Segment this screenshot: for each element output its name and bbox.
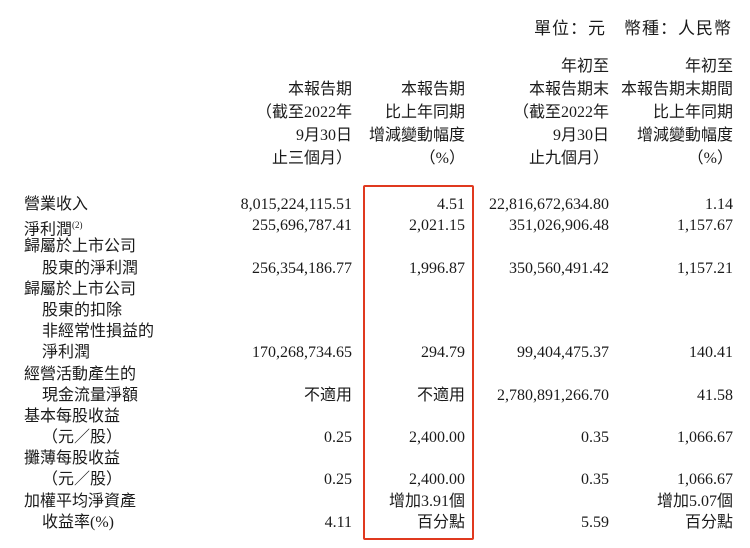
table-row: 基本每股收益 （元／股） 0.25 2,400.00 0.35 1,066.67 xyxy=(0,406,750,448)
column-header-line: 本報告期 xyxy=(400,81,465,98)
row-label: 基本每股收益 xyxy=(24,407,121,425)
footnote-ref: (2) xyxy=(72,220,83,231)
table-row: 加權平均淨資產 增加3.91個 增加5.07個收益率(%) 4.11 百分點 5.59 百分… xyxy=(0,491,750,533)
cell-value: 不適用 xyxy=(303,386,352,404)
cell-value: 2,400.00 xyxy=(409,429,465,447)
cell-value: 增加5.07個 xyxy=(656,492,733,510)
table-row: 攤薄每股收益 （元／股） 0.25 2,400.00 0.35 1,066.67 xyxy=(0,448,750,490)
column-header-line: 比上年同期 xyxy=(384,104,465,121)
cell-value: 351,026,906.48 xyxy=(509,217,609,235)
cell-value: 2,400.00 xyxy=(409,471,465,489)
cell-value: 不適用 xyxy=(416,386,465,404)
cell-value: 百分點 xyxy=(416,513,465,531)
column-header-line: 年初至 xyxy=(684,58,733,75)
table-row: 經營活動產生的現金流量淨額 不適用 不適用 2,780,891,266.70 41.58 xyxy=(0,364,750,406)
cell-value: 百分點 xyxy=(684,513,733,531)
cell-value: 2,021.15 xyxy=(409,217,465,235)
row-label: 收益率(%) xyxy=(42,513,114,531)
cell-value: 256,354,186.77 xyxy=(252,259,352,277)
unit-currency-note: 單位：元 幣種：人民幣 xyxy=(534,19,732,38)
cell-value: 2,780,891,266.70 xyxy=(497,386,609,404)
cell-value: 1,157.67 xyxy=(677,217,733,235)
column-header-line: 增減變動幅度 xyxy=(636,127,733,144)
column-header-line: 增減變動幅度 xyxy=(368,127,465,144)
column-header-line: 止九個月） xyxy=(528,150,609,167)
column-header-line: 本報告期末 xyxy=(528,81,609,98)
row-label: （元／股） xyxy=(42,429,123,447)
cell-value: 1.14 xyxy=(705,196,733,213)
row-label: 營業收入 xyxy=(24,196,89,213)
table-row: 營業收入 8,015,224,115.51 4.51 22,816,672,634.8… xyxy=(0,194,750,215)
column-header-1: 本報告期 （截至2022年 9月30日止三個月） xyxy=(256,58,352,170)
column-header-line: 年初至 xyxy=(560,58,609,75)
row-label: 加權平均淨資產 xyxy=(24,492,137,510)
column-header-line: （%） xyxy=(687,150,733,167)
column-header-line: （截至2022年 xyxy=(512,104,609,121)
highlight-box xyxy=(363,185,474,540)
row-label: 股東的扣除 xyxy=(42,301,123,319)
cell-value: 1,066.67 xyxy=(677,429,733,447)
row-label: 淨利潤(2) xyxy=(24,220,83,239)
cell-value: 5.59 xyxy=(581,513,609,531)
row-label: 淨利潤 xyxy=(42,344,91,362)
row-label: 攤薄每股收益 xyxy=(24,450,121,468)
column-header-4: 年初至本報告期末期間比上年同期增減變動幅度 （%） xyxy=(621,58,733,170)
cell-value: 1,066.67 xyxy=(677,471,733,489)
column-header-line: （截至2022年 xyxy=(255,104,352,121)
cell-value: 0.35 xyxy=(581,429,609,447)
cell-value: 4.11 xyxy=(324,513,352,531)
cell-value: 294.79 xyxy=(421,344,465,362)
cell-value: 0.35 xyxy=(581,471,609,489)
row-label: 歸屬於上市公司 xyxy=(24,238,137,256)
cell-value: 170,268,734.65 xyxy=(252,344,352,362)
row-label: 股東的淨利潤 xyxy=(42,259,139,277)
row-label: 現金流量淨額 xyxy=(42,386,139,404)
column-header-line: 9月30日 xyxy=(295,127,352,144)
column-header-line: （%） xyxy=(419,150,465,167)
cell-value: 99,404,475.37 xyxy=(517,344,609,362)
cell-value: 8,015,224,115.51 xyxy=(240,196,352,213)
cell-value: 0.25 xyxy=(324,471,352,489)
table-row: 歸屬於上市公司 股東的扣除非經常性損益的 淨利潤 170,268,734.65 294.… xyxy=(0,279,750,364)
column-header-line: 止三個月） xyxy=(271,150,352,167)
table-row: 淨利潤(2) 255,696,787.41 2,021.15 351,026,906.… xyxy=(0,215,750,238)
cell-value: 0.25 xyxy=(324,429,352,447)
cell-value: 350,560,491.42 xyxy=(509,259,609,277)
column-header-line: 9月30日 xyxy=(552,127,609,144)
column-header-3: 年初至本報告期末 （截至2022年 9月30日止九個月） xyxy=(513,58,609,170)
cell-value: 增加3.91個 xyxy=(388,492,465,510)
row-label: 經營活動產生的 xyxy=(24,365,137,383)
cell-value: 1,157.21 xyxy=(677,259,733,277)
column-header-line: 本報告期末期間 xyxy=(620,81,733,98)
row-label: 非經常性損益的 xyxy=(42,323,155,341)
table-row: 歸屬於上市公司股東的淨利潤 256,354,186.77 1,996.87 350,5… xyxy=(0,236,750,278)
row-label: 歸屬於上市公司 xyxy=(24,280,137,298)
cell-value: 255,696,787.41 xyxy=(252,217,352,235)
cell-value: 1,996.87 xyxy=(409,259,465,277)
column-header-2: 本報告期比上年同期增減變動幅度 （%） xyxy=(369,58,465,170)
cell-value: 41.58 xyxy=(697,386,733,404)
column-header-line: 本報告期 xyxy=(287,81,352,98)
financial-table: 營業收入 8,015,224,115.51 4.51 22,816,672,634.8… xyxy=(0,194,750,533)
column-header-line: 比上年同期 xyxy=(652,104,733,121)
cell-value: 22,816,672,634.80 xyxy=(489,196,609,213)
cell-value: 140.41 xyxy=(689,344,733,362)
row-label: （元／股） xyxy=(42,471,123,489)
cell-value: 4.51 xyxy=(437,196,465,213)
